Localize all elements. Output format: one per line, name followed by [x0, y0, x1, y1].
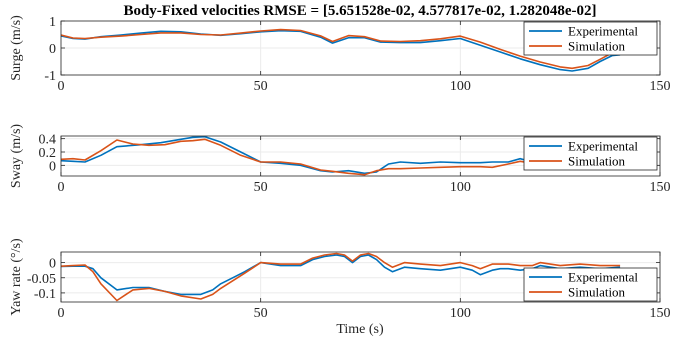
- legend-entry-experimental: Experimental: [568, 24, 638, 39]
- legend-box: [523, 267, 658, 302]
- y-tick-label: 0.2: [39, 146, 57, 161]
- y-tick-label: -1: [44, 69, 56, 84]
- x-tick-label: 100: [450, 79, 471, 94]
- legend-entry-simulation: Simulation: [568, 39, 626, 54]
- legend-entry-simulation: Simulation: [568, 154, 626, 169]
- x-tick-label: 150: [650, 180, 671, 195]
- x-tick-label: 0: [58, 79, 65, 94]
- x-tick-label: 50: [254, 180, 268, 195]
- x-tick-label: 150: [650, 79, 671, 94]
- x-tick-label: 100: [450, 180, 471, 195]
- y-tick-label: 0: [49, 42, 56, 57]
- y-tick-label: -0.1: [34, 287, 56, 302]
- axes-box: [60, 251, 661, 303]
- x-tick-label: 0: [58, 306, 65, 321]
- legend-box: [523, 136, 658, 171]
- x-tick-label: 0: [58, 180, 65, 195]
- y-axis-label: Yaw rate (°/s): [9, 238, 24, 316]
- x-axis-label: Time (s): [336, 322, 384, 337]
- legend-entry-simulation: Simulation: [568, 285, 626, 300]
- y-tick-label: 0: [49, 159, 56, 174]
- y-axis-label: Surge (m/s): [9, 15, 24, 81]
- y-tick-label: -0.05: [27, 272, 56, 287]
- y-tick-label: 1: [49, 15, 56, 30]
- y-axis-label: Sway (m/s): [9, 124, 24, 189]
- series-line-simulation: [61, 138, 621, 176]
- legend-entry-experimental: Experimental: [568, 139, 638, 154]
- series-line-simulation: [61, 28, 621, 70]
- legend-box: [523, 21, 658, 56]
- x-tick-label: 150: [650, 306, 671, 321]
- legend-entry-experimental: Experimental: [568, 270, 638, 285]
- y-tick-label: 0: [49, 257, 56, 272]
- y-tick-label: 0.4: [39, 133, 57, 148]
- x-tick-label: 50: [254, 306, 268, 321]
- figure-title: Body-Fixed velocities RMSE = [5.651528e-…: [123, 3, 596, 19]
- series-line-experimental: [61, 29, 621, 72]
- axes-box: [60, 135, 661, 177]
- x-tick-label: 50: [254, 79, 268, 94]
- series-line-simulation: [61, 252, 621, 302]
- x-tick-label: 100: [450, 306, 471, 321]
